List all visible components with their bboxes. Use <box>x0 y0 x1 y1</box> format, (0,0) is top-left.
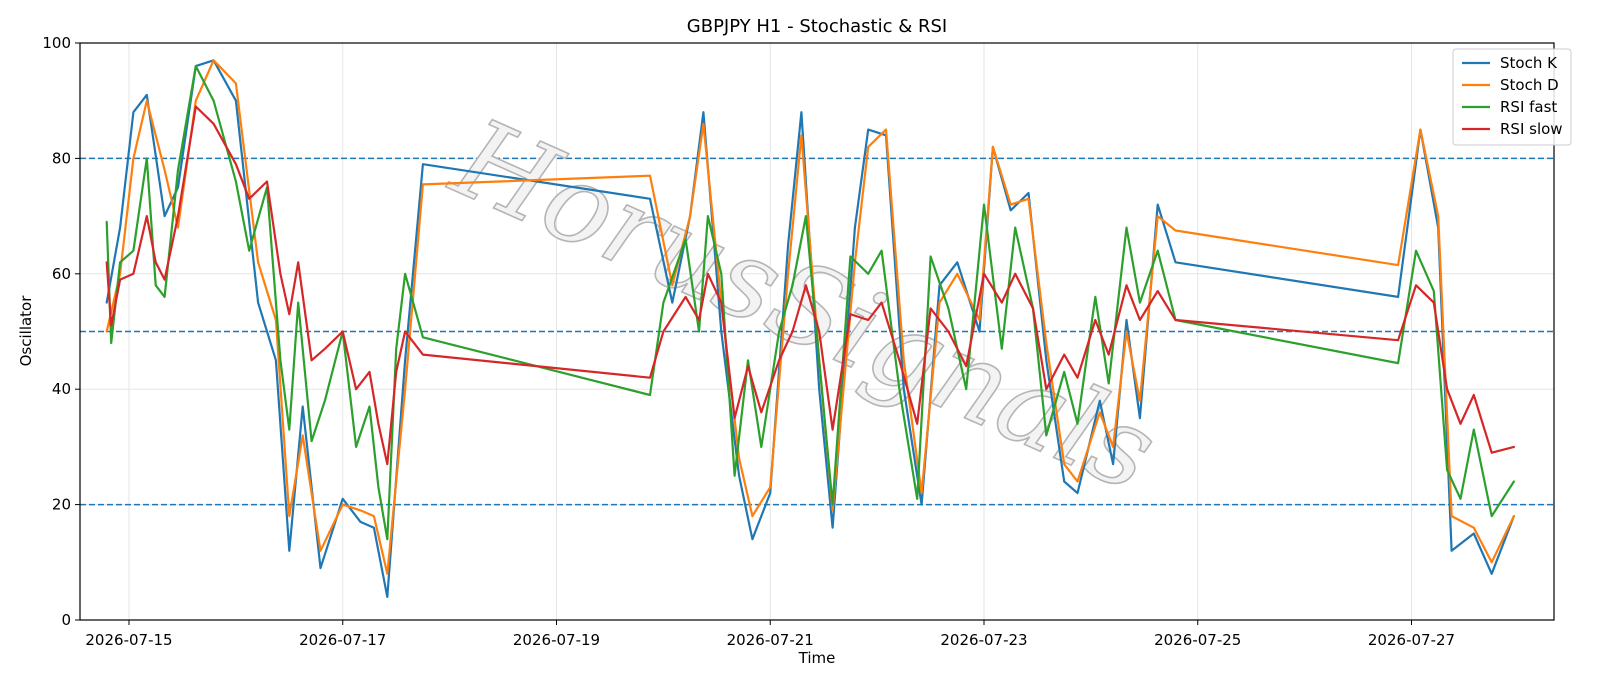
legend-label-rsi-fast: RSI fast <box>1500 98 1557 116</box>
y-tick-label: 80 <box>52 149 71 167</box>
x-tick-label: 2026-07-27 <box>1368 631 1455 649</box>
x-tick-label: 2026-07-19 <box>513 631 600 649</box>
series-line-rsi-fast <box>105 65 1515 541</box>
y-axis-ticks: 0 20 40 60 80 100 <box>42 34 80 629</box>
y-axis-label: Oscillator <box>17 295 35 367</box>
y-tick-label: 100 <box>42 34 71 52</box>
y-tick-label: 40 <box>52 380 71 398</box>
series-line-stoch-d <box>105 59 1515 575</box>
legend-label-stoch-d: Stoch D <box>1500 76 1559 94</box>
y-tick-label: 0 <box>61 611 71 629</box>
series-line-rsi-slow <box>105 105 1515 466</box>
series-layer <box>105 59 1515 598</box>
plot-frame <box>79 42 1555 621</box>
x-tick-label: 2026-07-21 <box>727 631 814 649</box>
x-tick-label: 2026-07-25 <box>1154 631 1241 649</box>
x-axis-label: Time <box>798 649 836 667</box>
y-tick-label: 60 <box>52 265 71 283</box>
legend: Stoch K Stoch D RSI fast RSI slow <box>1452 48 1572 146</box>
chart-title: GBPJPY H1 - Stochastic & RSI <box>687 16 947 37</box>
x-tick-label: 2026-07-17 <box>299 631 386 649</box>
x-axis-ticks: 2026-07-15 2026-07-17 2026-07-19 2026-07-21… <box>85 620 1455 649</box>
legend-label-stoch-k: Stoch K <box>1500 54 1558 72</box>
x-tick-label: 2026-07-15 <box>85 631 172 649</box>
y-tick-label: 20 <box>52 496 71 514</box>
legend-box <box>1452 48 1572 146</box>
x-tick-label: 2026-07-23 <box>940 631 1027 649</box>
legend-label-rsi-slow: RSI slow <box>1500 120 1563 138</box>
